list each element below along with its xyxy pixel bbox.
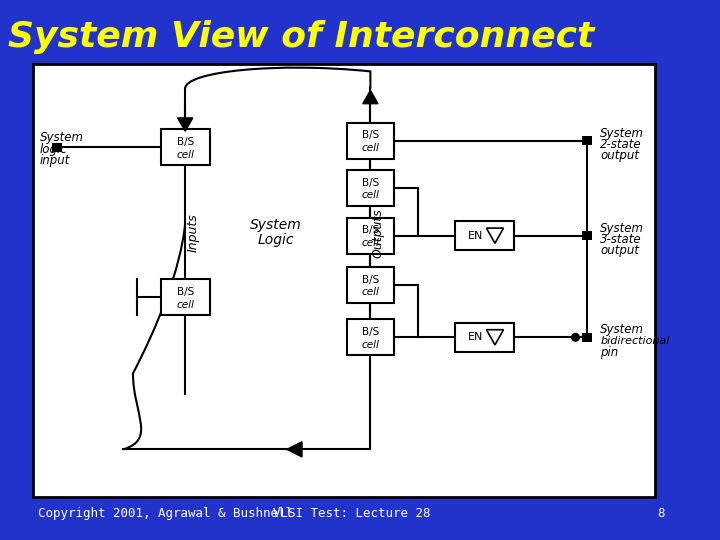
Text: 8: 8 [657, 508, 665, 521]
Text: cell: cell [176, 300, 194, 309]
Text: System: System [600, 221, 644, 234]
Polygon shape [178, 118, 193, 131]
Text: input: input [40, 154, 71, 167]
Text: System: System [600, 126, 644, 140]
Text: EN: EN [468, 231, 483, 241]
Text: B/S: B/S [176, 137, 194, 147]
Text: B/S: B/S [361, 327, 379, 337]
Text: System View of Interconnect: System View of Interconnect [8, 21, 594, 55]
Bar [346, 319, 394, 355]
Text: cell: cell [361, 143, 379, 153]
Bar [346, 267, 394, 303]
Text: System: System [250, 218, 301, 232]
Text: Logic: Logic [257, 233, 294, 247]
Text: 2-state: 2-state [600, 138, 642, 151]
Polygon shape [487, 330, 503, 345]
Text: Copyright 2001, Agrawal & Bushnell: Copyright 2001, Agrawal & Bushnell [38, 508, 293, 521]
Text: cell: cell [361, 287, 379, 298]
Bar [346, 123, 394, 159]
Text: output: output [600, 245, 639, 258]
Bar [161, 279, 210, 315]
Bar [582, 231, 592, 240]
Bar [161, 129, 210, 165]
Bar [53, 143, 62, 152]
Text: B/S: B/S [361, 178, 379, 188]
Polygon shape [487, 228, 503, 244]
Text: System: System [600, 323, 644, 336]
Text: B/S: B/S [361, 275, 379, 285]
Bar [455, 221, 514, 250]
Text: 3-state: 3-state [600, 233, 642, 246]
Text: cell: cell [361, 191, 379, 200]
Text: cell: cell [361, 340, 379, 349]
Text: bidirectional: bidirectional [600, 336, 670, 346]
Text: Inputs: Inputs [186, 213, 199, 252]
Polygon shape [287, 442, 302, 457]
Bar [33, 64, 655, 497]
Text: B/S: B/S [361, 225, 379, 235]
Text: output: output [600, 150, 639, 163]
Text: cell: cell [176, 150, 194, 160]
Text: cell: cell [361, 238, 379, 248]
Circle shape [572, 334, 580, 341]
Bar [582, 136, 592, 145]
Text: B/S: B/S [176, 287, 194, 297]
Text: VLSI Test: Lecture 28: VLSI Test: Lecture 28 [273, 508, 430, 521]
Bar [346, 170, 394, 206]
Text: pin: pin [600, 346, 618, 359]
Text: Outputs: Outputs [372, 208, 384, 258]
Text: logic: logic [40, 143, 68, 156]
Polygon shape [363, 90, 378, 104]
Text: System: System [40, 131, 84, 144]
Bar [582, 333, 592, 342]
Text: EN: EN [468, 332, 483, 342]
Bar [455, 323, 514, 352]
Bar [346, 218, 394, 254]
Text: B/S: B/S [361, 130, 379, 140]
